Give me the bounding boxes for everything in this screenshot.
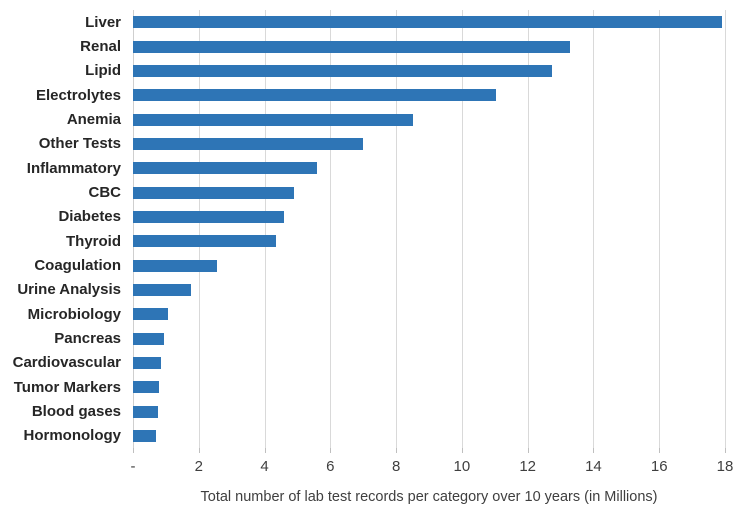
category-label-liver: Liver xyxy=(85,13,121,31)
category-label-renal: Renal xyxy=(80,37,121,55)
x-tick-label: 16 xyxy=(650,458,668,475)
bar-urine-analysis xyxy=(133,283,191,296)
bar-anemia xyxy=(133,113,413,126)
x-gridline xyxy=(264,10,266,448)
bar-blood-gases xyxy=(133,405,158,418)
x-tick-label: 4 xyxy=(260,458,269,475)
x-tick-label: 12 xyxy=(519,458,536,475)
category-label-lipid: Lipid xyxy=(85,62,121,80)
x-axis-tick-mark xyxy=(461,448,463,453)
x-gridline xyxy=(198,10,200,448)
x-tick-label: 6 xyxy=(326,458,335,475)
category-label-cardiovascular: Cardiovascular xyxy=(12,354,121,372)
bar-renal xyxy=(133,40,571,53)
x-tick-label: 2 xyxy=(194,458,203,475)
x-tick-label: 10 xyxy=(453,458,471,475)
x-gridline xyxy=(725,10,726,448)
category-label-tumor-markers: Tumor Markers xyxy=(13,378,121,396)
bar-tumor-markers xyxy=(133,381,160,394)
x-gridline xyxy=(593,10,595,448)
bar-cbc xyxy=(133,186,295,199)
category-label-coagulation: Coagulation xyxy=(34,256,121,274)
bar-thyroid xyxy=(133,235,277,248)
x-axis-title: Total number of lab test records per cat… xyxy=(200,489,658,505)
category-label-anemia: Anemia xyxy=(66,110,121,128)
category-axis-line xyxy=(133,10,134,448)
category-label-urine-analysis: Urine Analysis xyxy=(17,281,121,299)
x-axis-tick-mark xyxy=(527,448,529,453)
category-axis-labels: Liver Renal Lipid Electrolytes Anemia Other T… xyxy=(0,10,121,448)
x-axis-tick-mark xyxy=(198,448,200,453)
bar-diabetes xyxy=(133,210,285,223)
x-gridline xyxy=(330,10,332,448)
bar-hormonology xyxy=(133,429,157,442)
bar-other-tests xyxy=(133,137,364,150)
category-label-pancreas: Pancreas xyxy=(54,329,121,347)
x-gridline xyxy=(461,10,463,448)
category-label-thyroid: Thyroid xyxy=(66,232,121,250)
x-axis-tick-mark xyxy=(725,448,726,453)
category-label-electrolytes: Electrolytes xyxy=(35,86,121,104)
x-axis-tick-mark xyxy=(264,448,266,453)
bar-electrolytes xyxy=(133,89,497,102)
x-gridline xyxy=(659,10,661,448)
category-label-blood-gases: Blood gases xyxy=(31,402,121,420)
bar-cardiovascular xyxy=(133,356,161,369)
bar-microbiology xyxy=(133,308,168,321)
x-axis-tick-mark xyxy=(133,448,134,453)
x-tick-label: 18 xyxy=(716,458,734,475)
plot-area xyxy=(133,10,726,448)
x-tick-label: - xyxy=(130,458,136,475)
x-axis-tick-mark xyxy=(330,448,332,453)
x-gridline xyxy=(396,10,398,448)
bar-coagulation xyxy=(133,259,217,272)
bar-inflammatory xyxy=(133,162,318,175)
category-label-hormonology: Hormonology xyxy=(23,427,122,445)
bar-pancreas xyxy=(133,332,165,345)
bar-liver xyxy=(133,16,722,29)
category-label-diabetes: Diabetes xyxy=(58,208,121,226)
category-label-cbc: CBC xyxy=(88,183,122,201)
x-tick-label: 8 xyxy=(391,458,401,475)
x-gridline xyxy=(527,10,529,448)
x-axis-tick-mark xyxy=(396,448,398,453)
category-label-microbiology: Microbiology xyxy=(27,305,121,323)
bar-lipid xyxy=(133,64,553,77)
x-tick-label: 14 xyxy=(585,458,602,475)
x-axis-tick-mark xyxy=(659,448,661,453)
category-label-other-tests: Other Tests xyxy=(38,135,121,153)
category-label-inflammatory: Inflammatory xyxy=(26,159,121,177)
x-axis-tick-mark xyxy=(593,448,595,453)
